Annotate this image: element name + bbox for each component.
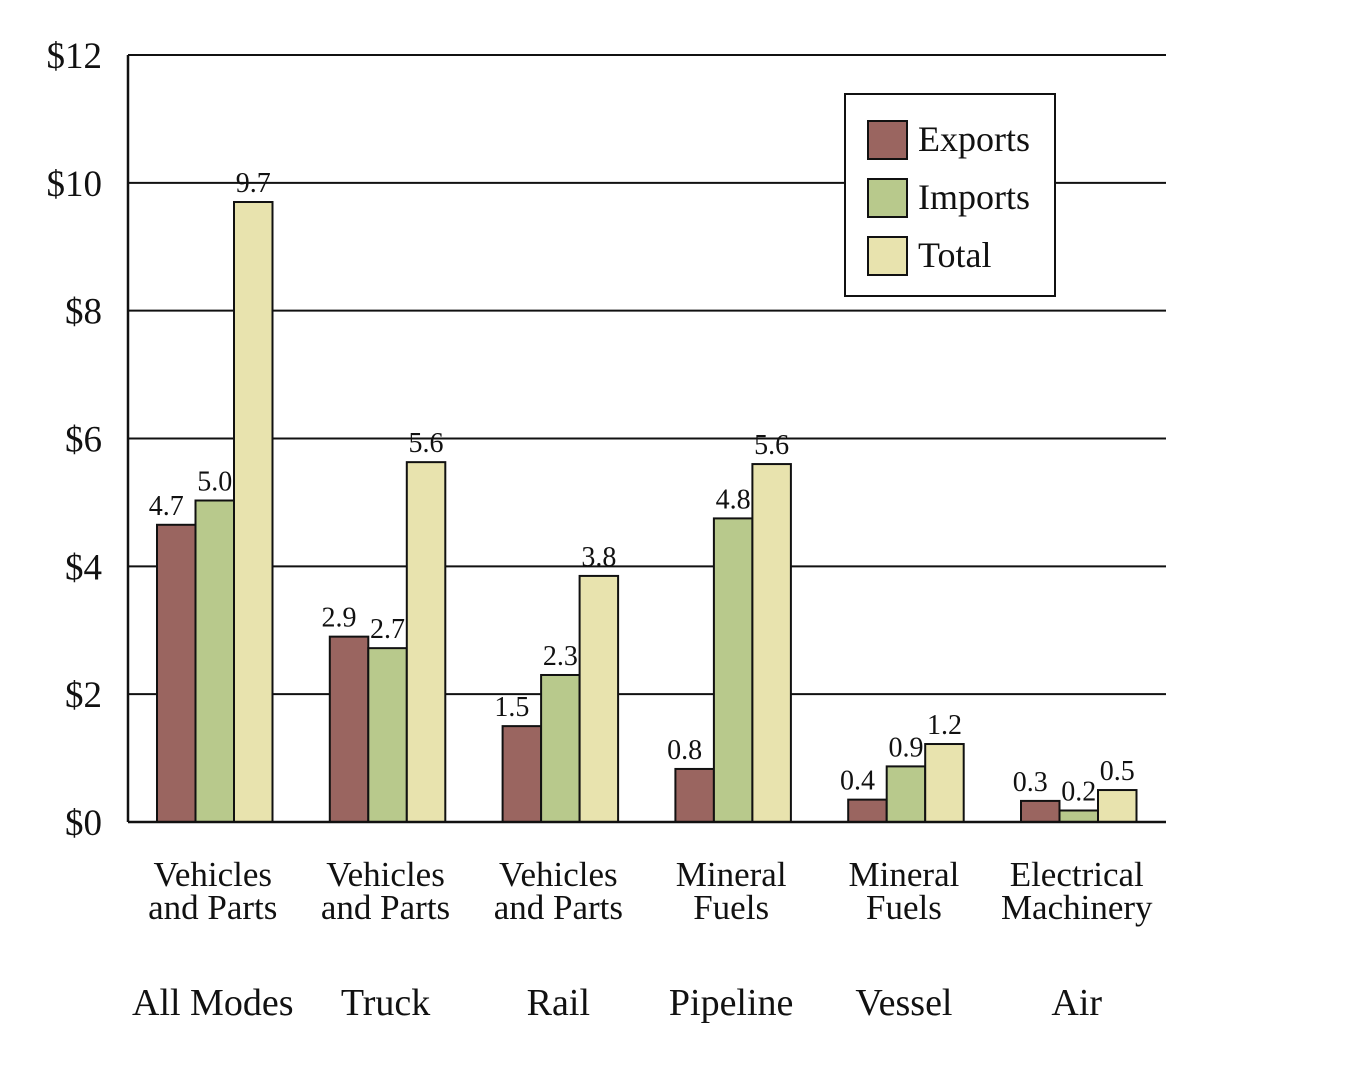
bars [156, 201, 1138, 824]
data-label-imports: 2.3 [543, 641, 578, 672]
data-label-exports: 4.7 [149, 491, 184, 522]
category-label: Fuels [866, 888, 942, 927]
category-label: Fuels [693, 888, 769, 927]
bar-imports [885, 765, 927, 824]
category-label: and Parts [321, 888, 450, 927]
data-label-exports: 0.4 [840, 766, 875, 797]
bar-total [1097, 789, 1138, 824]
bar-imports [540, 673, 581, 823]
data-label-total: 3.8 [581, 542, 616, 573]
bar-exports [1020, 799, 1061, 823]
data-label-imports: 0.9 [888, 732, 923, 763]
data-labels: 4.75.09.72.9 2.75.61.52.33.80.84.85.60.40… [149, 168, 1135, 807]
bar-total [751, 463, 792, 823]
data-label-imports: 5.0 [197, 466, 232, 497]
y-tick-label: $0 [65, 803, 102, 844]
mode-label: Vessel [855, 982, 952, 1024]
y-tick-label: $10 [47, 164, 103, 205]
y-tick-label: $8 [65, 292, 102, 333]
bar-total [578, 574, 620, 823]
data-label-exports: 2.9 [322, 603, 357, 634]
data-label-imports: 0.2 [1061, 776, 1096, 807]
category-label: Mineral [676, 855, 787, 894]
bar-imports [1058, 809, 1099, 823]
mode-label: Pipeline [669, 982, 794, 1024]
category-label: and Parts [494, 888, 623, 927]
data-label-total: 9.7 [236, 168, 271, 199]
bar-total [233, 201, 274, 823]
legend-label-total: Total [918, 235, 991, 275]
bar-exports [847, 798, 888, 823]
category-label: Vehicles [499, 855, 618, 894]
legend-swatch-total [867, 236, 908, 276]
category-label: Vehicles [326, 855, 445, 894]
bar-imports [194, 499, 235, 823]
bar-exports [501, 725, 543, 823]
data-label-total: 5.6 [409, 428, 444, 459]
bar-imports [367, 647, 408, 823]
mode-label: All Modes [132, 982, 294, 1024]
bar-exports [674, 767, 715, 823]
data-label-exports: 1.5 [494, 692, 529, 723]
bar-exports [328, 635, 370, 823]
legend: Exports Imports Total [844, 93, 1056, 297]
bar-total [405, 461, 447, 823]
data-label-imports: 2.7 [370, 614, 405, 645]
category-label: Machinery [1001, 888, 1153, 927]
y-tick-label: $4 [65, 547, 102, 588]
data-label-exports: 0.3 [1013, 767, 1048, 798]
legend-label-imports: Imports [918, 177, 1030, 217]
data-label-total: 5.6 [754, 430, 789, 461]
category-label: Electrical [1010, 855, 1144, 894]
data-label-total: 1.2 [927, 710, 962, 741]
legend-swatch-imports [867, 178, 908, 218]
data-label-total: 0.5 [1100, 756, 1135, 787]
data-label-imports: 4.8 [716, 484, 751, 515]
legend-swatch-exports [867, 120, 908, 160]
category-label: Mineral [849, 855, 960, 894]
category-label: and Parts [148, 888, 277, 927]
mode-label: Air [1051, 982, 1102, 1024]
mode-label: Truck [341, 982, 430, 1024]
y-tick-label: $6 [65, 420, 102, 461]
axes [126, 55, 1166, 824]
category-label: Vehicles [153, 855, 272, 894]
mode-label: Rail [527, 982, 590, 1024]
gridlines [128, 54, 1166, 696]
y-tick-label: $2 [65, 675, 102, 716]
legend-label-exports: Exports [918, 119, 1030, 159]
y-axis-ticks: $0 $2 $4 $6 $8 $10 $12 [47, 36, 103, 844]
bar-total [924, 743, 965, 823]
y-tick-label: $12 [47, 36, 103, 77]
bar-exports [156, 523, 197, 823]
bar-imports [712, 517, 754, 823]
data-label-exports: 0.8 [667, 735, 702, 766]
